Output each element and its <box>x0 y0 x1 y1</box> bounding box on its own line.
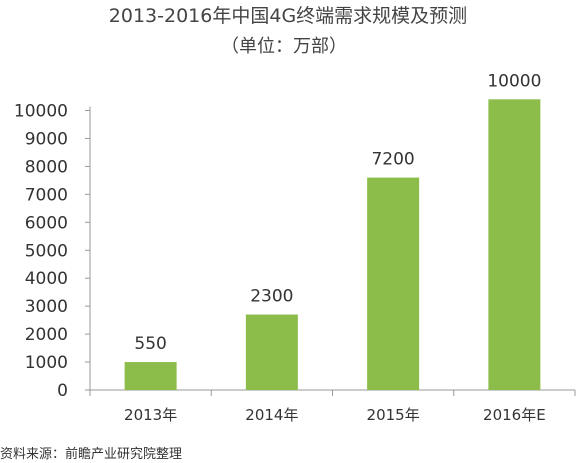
data-label: 7200 <box>371 150 414 170</box>
data-label: 550 <box>134 334 166 354</box>
source-note: 资料来源：前瞻产业研究院整理 <box>0 446 182 462</box>
bar-2 <box>245 314 298 390</box>
x-axis: 2013年 2014年 2015年 2016年E <box>89 389 576 424</box>
bar-series <box>124 99 541 390</box>
y-axis: 0 1000 2000 3000 4000 5000 6000 7000 8000 9000 100… <box>14 102 91 401</box>
y-tick-label: 8000 <box>25 157 68 177</box>
data-label: 2300 <box>250 287 293 307</box>
x-tick-label: 2015年 <box>367 406 420 424</box>
y-tick-label: 0 <box>57 381 68 401</box>
x-tick-label: 2014年 <box>245 406 298 424</box>
data-labels: 550 2300 7200 10000 <box>134 71 541 354</box>
chart-title: 2013-2016年中国4G终端需求规模及预测 <box>109 5 467 27</box>
x-tick-label: 2016年E <box>483 406 546 424</box>
bar-4 <box>488 99 541 390</box>
y-tick-label: 6000 <box>25 213 68 233</box>
bar-1 <box>124 362 177 390</box>
data-label: 10000 <box>487 71 541 91</box>
chart-subtitle: （单位：万部） <box>221 36 347 57</box>
y-tick-label: 4000 <box>25 269 68 289</box>
y-tick-label: 3000 <box>25 297 68 317</box>
y-tick-label: 5000 <box>25 241 68 261</box>
y-tick-label: 9000 <box>25 129 68 149</box>
y-tick-label: 10000 <box>14 102 68 122</box>
x-tick-label: 2013年 <box>124 406 177 424</box>
y-tick-label: 2000 <box>25 325 68 345</box>
y-tick-label: 7000 <box>25 185 68 205</box>
y-tick-label: 1000 <box>25 353 68 373</box>
bar-3 <box>367 177 420 390</box>
